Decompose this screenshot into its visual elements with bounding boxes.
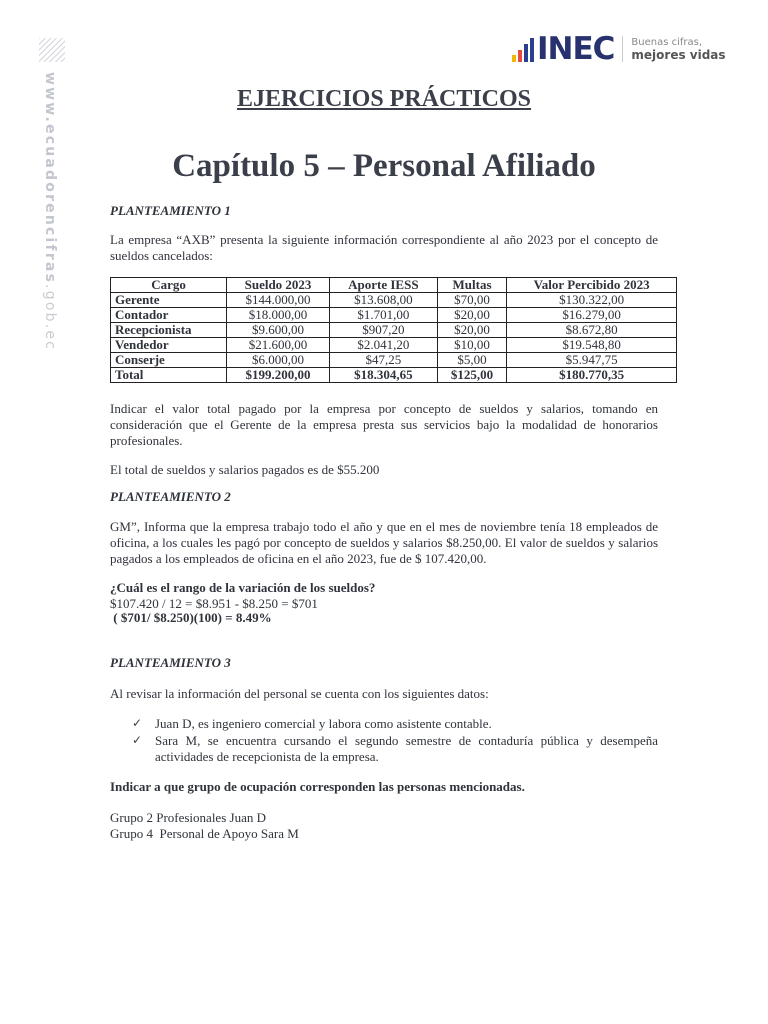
p1-answer: El total de sueldos y salarios pagados e… — [110, 462, 380, 477]
column-header: Multas — [436, 277, 508, 293]
table-cell: Gerente — [109, 292, 228, 308]
table-cell: Contador — [109, 307, 228, 323]
table-cell: $16.279,00 — [506, 307, 677, 323]
table-cell: $13.608,00 — [328, 292, 438, 308]
bars-icon — [512, 36, 534, 62]
p2-question: ¿Cuál es el rango de la variación de los… — [110, 580, 376, 595]
table-cell: Conserje — [109, 352, 228, 368]
table-row: Contador $18.000,00 $1.701,00 $20,00 $16.279… — [109, 307, 677, 323]
table-cell: $70,00 — [436, 292, 508, 308]
table-cell: $19.548,80 — [506, 337, 677, 353]
list-item: Juan D, es ingeniero comercial y labora … — [155, 716, 492, 731]
table-row: Vendedor $21.600,00 $2.041,20 $10,00 $19.548… — [109, 337, 677, 353]
heading-2: PLANTEAMIENTO 2 — [110, 489, 231, 504]
heading-3: PLANTEAMIENTO 3 — [110, 655, 231, 670]
table-row: Total $199.200,00 $18.304,65 $125,00 $180.77… — [109, 367, 677, 383]
p3-answer: Grupo 4 Personal de Apoyo Sara M — [110, 826, 299, 841]
table-cell: $20,00 — [436, 307, 508, 323]
table-cell: $10,00 — [436, 337, 508, 353]
column-header: Valor Percibido 2023 — [506, 277, 677, 293]
column-header: Cargo — [109, 277, 228, 293]
table-cell: Vendedor — [109, 337, 228, 353]
heading-1: PLANTEAMIENTO 1 — [110, 203, 231, 218]
chapter-title: Capítulo 5 – Personal Afiliado — [172, 148, 596, 184]
table-cell: $180.770,35 — [506, 367, 677, 383]
hatch-decoration — [39, 38, 65, 62]
slogan: Buenas cifras, mejores vidas — [631, 37, 726, 62]
table-cell: $21.600,00 — [226, 337, 330, 353]
p1-intro: La empresa “AXB” presenta la siguiente i… — [110, 232, 658, 263]
column-header: Sueldo 2023 — [226, 277, 330, 293]
table-cell: $199.200,00 — [226, 367, 330, 383]
table-cell: $1.701,00 — [328, 307, 438, 323]
website-watermark: www.ecuadorencifras.gob.ec — [42, 72, 58, 352]
column-header: Aporte IESS — [328, 277, 438, 293]
table-cell: $907,20 — [328, 322, 438, 338]
check-icon: ✓ — [132, 733, 143, 747]
table-row: Recepcionista $9.600,00 $907,20 $20,00 $8.67… — [109, 322, 677, 338]
salary-table: Cargo Sueldo 2023 Aporte IESS Multas Valor P… — [109, 277, 677, 383]
table-cell: $125,00 — [436, 367, 508, 383]
table-cell: Total — [109, 367, 228, 383]
p2-calc1: $107.420 / 12 = $8.951 - $8.250 = $701 — [110, 596, 318, 611]
table-cell: $6.000,00 — [226, 352, 330, 368]
table-cell: $9.600,00 — [226, 322, 330, 338]
inec-logo: INEC Buenas cifras, mejores vidas — [512, 34, 726, 65]
table-row: Gerente $144.000,00 $13.608,00 $70,00 $130.3… — [109, 292, 677, 308]
p2-text: GM”, Informa que la empresa trabajo todo… — [110, 519, 658, 566]
table-cell: $130.322,00 — [506, 292, 677, 308]
table-cell: $144.000,00 — [226, 292, 330, 308]
table-cell: $20,00 — [436, 322, 508, 338]
p2-calc2: ( $701/ $8.250)(100) = 8.49% — [110, 610, 272, 625]
table-cell: $8.672,80 — [506, 322, 677, 338]
p1-question: Indicar el valor total pagado por la emp… — [110, 401, 658, 448]
table-cell: $5.947,75 — [506, 352, 677, 368]
table-cell: $47,25 — [328, 352, 438, 368]
table-cell: $5,00 — [436, 352, 508, 368]
p3-intro: Al revisar la información del personal s… — [110, 686, 489, 701]
table-cell: $18.000,00 — [226, 307, 330, 323]
list-item: Sara M, se encuentra cursando el segundo… — [155, 733, 658, 764]
p3-answer: Grupo 2 Profesionales Juan D — [110, 810, 266, 825]
p3-question: Indicar a que grupo de ocupación corresp… — [110, 779, 525, 794]
table-cell: $18.304,65 — [328, 367, 438, 383]
check-icon: ✓ — [132, 716, 143, 730]
page-title: EJERCICIOS PRÁCTICOS — [236, 86, 532, 112]
table-row: Conserje $6.000,00 $47,25 $5,00 $5.947,75 — [109, 352, 677, 368]
table-cell: Recepcionista — [109, 322, 228, 338]
table-cell: $2.041,20 — [328, 337, 438, 353]
